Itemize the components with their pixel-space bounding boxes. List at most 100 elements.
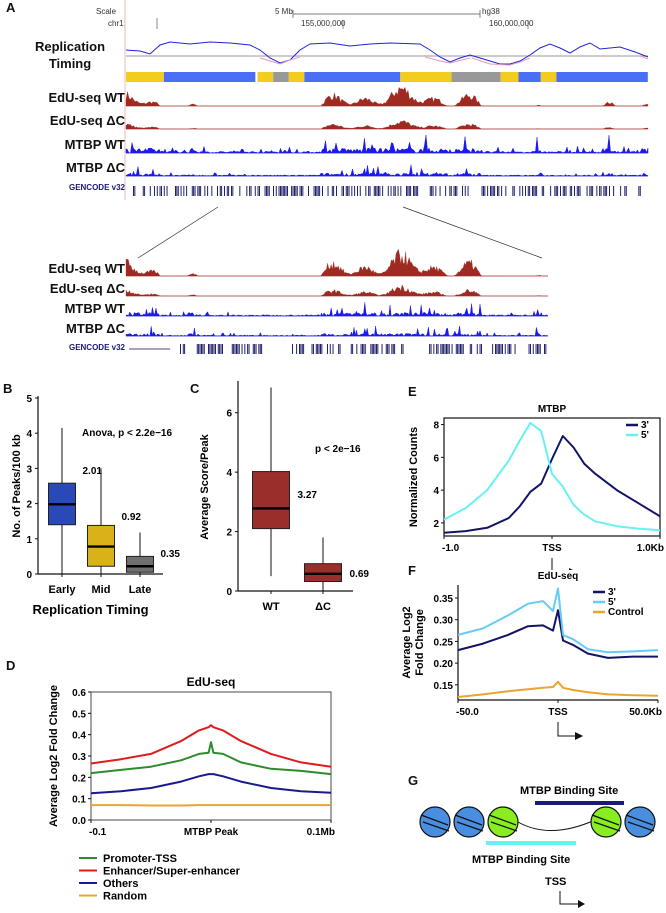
gene-feature [182,344,184,354]
gene-feature [586,186,588,196]
x-tick-label: WT [262,601,279,613]
gene-feature [494,186,496,196]
gene-feature [222,344,223,354]
gene-feature [510,344,512,354]
gene-feature [464,186,466,196]
gene-feature [596,186,598,196]
zoom-track-mtbp-dc [125,325,549,337]
gene-feature [376,344,377,354]
gene-feature [413,186,414,196]
gene-feature [370,344,372,354]
gene-feature [497,344,499,354]
gene-feature [460,344,461,354]
gene-feature [267,186,269,196]
gene-feature [408,186,410,196]
gene-feature [495,344,496,354]
gene-feature [579,186,581,196]
timing-segment-late [273,72,289,82]
gene-feature [202,344,204,354]
gene-feature [514,344,516,354]
gene-feature [264,186,266,196]
gene-feature [415,186,417,196]
gene-feature [528,344,530,354]
timing-segment-early [163,72,256,82]
gene-feature [154,186,155,196]
gene-feature [363,344,365,354]
gene-feature [606,186,608,196]
series-line-3- [457,609,658,659]
gene-feature [545,344,547,354]
gene-feature [159,186,161,196]
gene-feature [196,344,198,354]
gene-feature [455,186,456,196]
gene-feature [186,186,188,196]
y-tick-label: 0.0 [72,816,86,827]
box-wt [252,471,290,530]
x-tick-label: MTBP Peak [184,827,239,838]
gene-feature [435,186,437,196]
gene-feature [639,186,641,196]
gene-feature [534,186,536,196]
gene-feature [299,344,300,354]
gene-feature [329,344,331,354]
y-tick-label: 5 [26,394,32,405]
gene-feature [481,344,482,354]
gene-feature [525,186,526,196]
gene-feature [300,344,302,354]
series-line-5- [443,421,661,532]
gene-feature [502,344,503,354]
gene-feature [407,186,409,196]
gene-feature [254,344,256,354]
gene-feature [600,186,602,196]
gene-feature [414,186,416,196]
gene-feature [448,344,450,354]
legend-label: 5' [608,597,616,608]
dna-wrap [420,814,449,826]
gene-feature [315,344,317,354]
gene-feature [232,186,234,196]
timing-segment-early [556,72,648,82]
gene-feature [417,186,419,196]
track-signal [125,284,548,297]
series-line-promoter-tss [90,741,332,776]
x-tick-label: TSS [548,707,568,718]
gene-feature [224,186,225,196]
legend-label: Random [103,891,147,903]
gene-feature [522,186,524,196]
dna-wrap [422,821,450,832]
gene-feature [234,344,236,354]
gene-feature [374,344,376,354]
nucleosome-core [419,806,451,838]
zoom-track-gencode [129,344,547,354]
x-tick-label: -50.0 [456,707,479,718]
gene-feature [217,344,219,354]
binding-site-bottom-label: MTBP Binding Site [472,854,570,866]
scale-bar-label: 5 Mb [275,7,293,16]
gene-feature [512,186,514,196]
gene-feature [219,186,221,196]
gene-feature [536,186,538,196]
gene-feature [301,186,302,196]
x-tick-label: 1.0Kb [637,543,664,554]
gene-feature [537,344,538,354]
gene-feature [203,344,205,354]
gene-feature [257,186,259,196]
gene-feature [321,344,323,354]
tss-arrow [551,558,573,570]
gene-feature [497,186,498,196]
gene-feature [519,186,521,196]
diagram-g-nucleosomes: MTBP Binding Site MTBP Binding Site TSS [419,785,656,908]
gene-feature [341,186,343,196]
gene-feature [241,344,243,354]
y-tick-label: 0.6 [72,688,86,699]
gene-feature [198,186,200,196]
gene-feature [236,344,237,354]
series-line-others [90,773,332,795]
x-tick-label: -1.0 [442,543,460,554]
gene-feature [461,344,463,354]
legend-label: 3' [608,587,616,598]
panel-letter-a: A [6,0,16,15]
legend-label: Promoter-TSS [103,853,177,865]
gene-feature [555,186,557,196]
gene-feature [620,186,622,196]
